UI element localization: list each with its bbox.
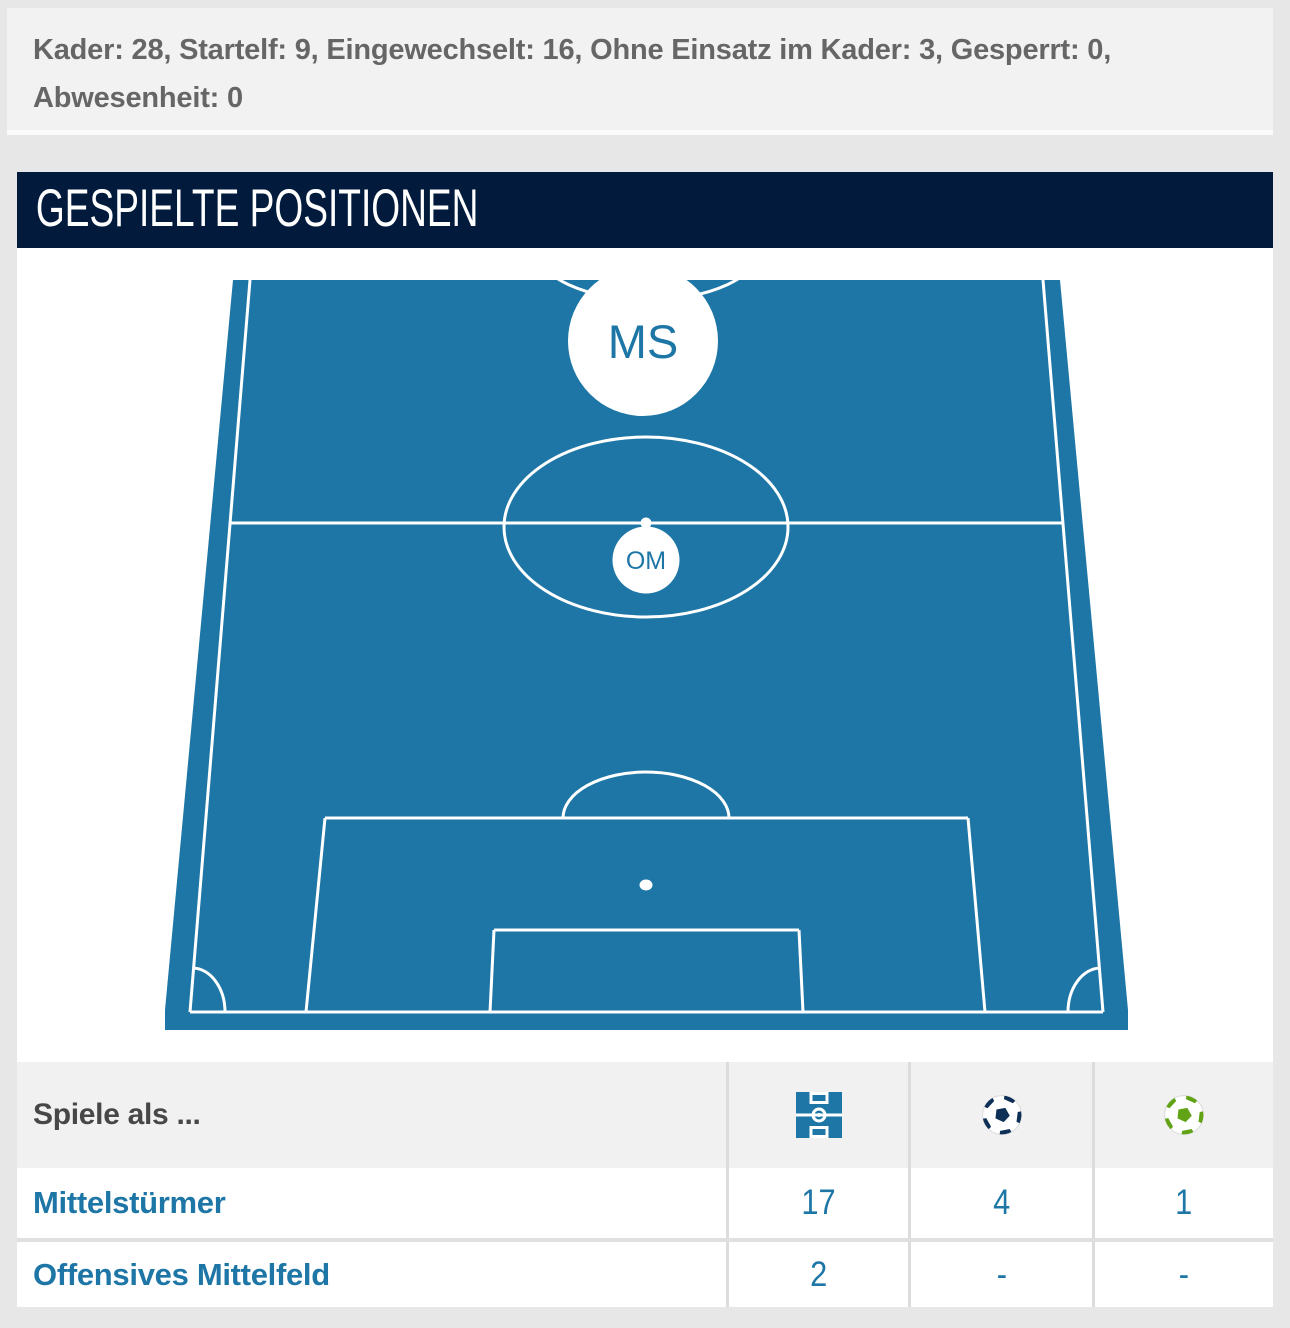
value-goals-dark: - [996, 1254, 1007, 1294]
position-link-mittelstuermer[interactable]: Mittelstürmer [33, 1185, 226, 1220]
pitch-icon [795, 1092, 842, 1138]
table-row: Mittelstürmer 17 4 1 [17, 1168, 1273, 1238]
table-row: Offensives Mittelfeld 2 - - [17, 1242, 1273, 1307]
position-bubble-om: OM [612, 526, 680, 594]
value-starts: 2 [809, 1254, 828, 1294]
squad-summary-box: Kader: 28, Startelf: 9, Eingewechselt: 1… [7, 8, 1273, 135]
pitch-graphic: MS OM [165, 194, 1128, 1030]
value-goals-green: 1 [1175, 1183, 1193, 1222]
position-bubble-ms: MS [568, 266, 718, 416]
position-code-ms: MS [608, 315, 679, 368]
section-header: GESPIELTE POSITIONEN [17, 172, 1273, 248]
played-positions-section: GESPIELTE POSITIONEN [17, 172, 1273, 1307]
section-title: GESPIELTE POSITIONEN [35, 179, 479, 238]
table-header-row: Spiele als ... [17, 1062, 1273, 1168]
value-goals-dark: 4 [992, 1183, 1011, 1222]
value-starts: 17 [801, 1183, 836, 1222]
ball-dark-icon [980, 1094, 1023, 1136]
ball-green-icon [1163, 1094, 1205, 1136]
value-goals-green: - [1178, 1254, 1190, 1294]
squad-summary-text: Kader: 28, Startelf: 9, Eingewechselt: 1… [33, 34, 1112, 114]
row-divider [17, 1238, 1273, 1242]
position-link-offensives-mittelfeld[interactable]: Offensives Mittelfeld [33, 1256, 330, 1292]
pitch-icon-large: MS OM [165, 194, 1128, 1030]
position-code-om: OM [626, 547, 666, 575]
table-header-label: Spiele als ... [33, 1098, 201, 1131]
positions-table: Spiele als ... [17, 1062, 1273, 1307]
